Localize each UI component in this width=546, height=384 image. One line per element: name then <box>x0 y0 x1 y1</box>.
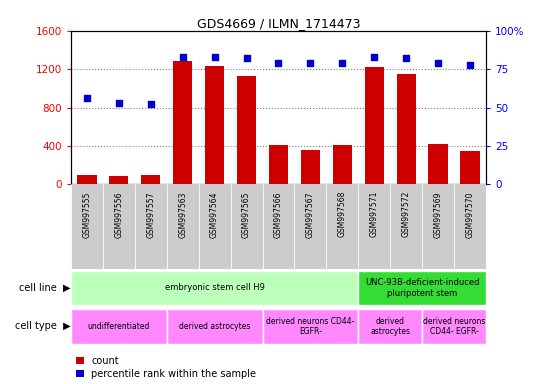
Text: derived neurons
CD44- EGFR-: derived neurons CD44- EGFR- <box>423 317 485 336</box>
Text: GSM997564: GSM997564 <box>210 191 219 238</box>
Bar <box>71 184 103 269</box>
Bar <box>78 175 97 184</box>
Bar <box>422 309 486 344</box>
Text: GSM997571: GSM997571 <box>370 191 379 237</box>
Text: undifferentiated: undifferentiated <box>88 322 150 331</box>
Point <box>82 95 91 101</box>
Text: GSM997566: GSM997566 <box>274 191 283 238</box>
Bar <box>460 151 479 184</box>
Bar <box>167 309 263 344</box>
Point <box>402 55 411 61</box>
Bar <box>454 184 486 269</box>
Text: GSM997563: GSM997563 <box>178 191 187 238</box>
Point <box>210 54 219 60</box>
Point <box>115 100 123 106</box>
Bar <box>358 271 486 305</box>
Bar <box>422 184 454 269</box>
Point <box>274 60 283 66</box>
Point <box>434 60 442 66</box>
Bar <box>103 184 135 269</box>
Point <box>242 55 251 61</box>
Bar <box>135 184 167 269</box>
Point <box>146 101 155 108</box>
Bar <box>167 184 199 269</box>
Text: UNC-93B-deficient-induced
pluripotent stem: UNC-93B-deficient-induced pluripotent st… <box>365 278 479 298</box>
Bar <box>141 175 161 184</box>
Point <box>370 54 378 60</box>
Text: derived
astrocytes: derived astrocytes <box>370 317 410 336</box>
Point <box>179 54 187 60</box>
Bar <box>205 66 224 184</box>
Bar <box>396 74 416 184</box>
Text: GSM997565: GSM997565 <box>242 191 251 238</box>
Title: GDS4669 / ILMN_1714473: GDS4669 / ILMN_1714473 <box>197 17 360 30</box>
Bar <box>365 67 384 184</box>
Text: GSM997570: GSM997570 <box>466 191 474 238</box>
Bar <box>294 184 327 269</box>
Text: embryonic stem cell H9: embryonic stem cell H9 <box>165 283 265 293</box>
Text: cell line  ▶: cell line ▶ <box>20 283 71 293</box>
Text: GSM997569: GSM997569 <box>434 191 443 238</box>
Bar <box>429 144 448 184</box>
Bar <box>301 150 320 184</box>
Bar <box>71 309 167 344</box>
Bar <box>230 184 263 269</box>
Bar <box>358 184 390 269</box>
Bar <box>263 184 294 269</box>
Text: derived astrocytes: derived astrocytes <box>179 322 250 331</box>
Bar <box>173 61 192 184</box>
Point <box>466 61 474 68</box>
Bar <box>333 145 352 184</box>
Text: GSM997556: GSM997556 <box>114 191 123 238</box>
Bar <box>327 184 358 269</box>
Bar <box>269 145 288 184</box>
Legend: count, percentile rank within the sample: count, percentile rank within the sample <box>76 356 257 379</box>
Text: GSM997567: GSM997567 <box>306 191 315 238</box>
Bar <box>358 309 422 344</box>
Bar <box>237 76 256 184</box>
Text: GSM997568: GSM997568 <box>338 191 347 237</box>
Bar <box>71 271 358 305</box>
Text: GSM997572: GSM997572 <box>402 191 411 237</box>
Text: GSM997555: GSM997555 <box>82 191 91 238</box>
Bar <box>199 184 230 269</box>
Text: derived neurons CD44-
EGFR-: derived neurons CD44- EGFR- <box>266 317 354 336</box>
Point <box>338 60 347 66</box>
Bar <box>263 309 358 344</box>
Bar <box>109 176 128 184</box>
Text: GSM997557: GSM997557 <box>146 191 155 238</box>
Bar <box>390 184 422 269</box>
Point <box>306 60 314 66</box>
Text: cell type  ▶: cell type ▶ <box>15 321 71 331</box>
